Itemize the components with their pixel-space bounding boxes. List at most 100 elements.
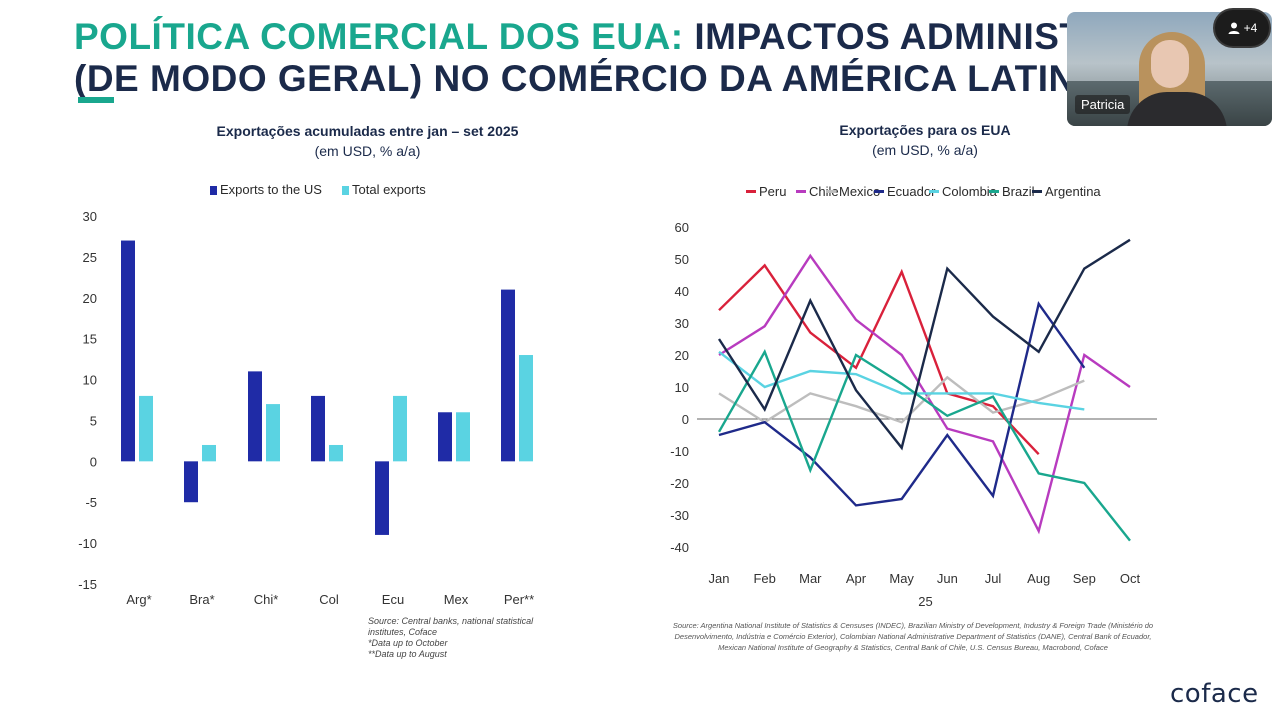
y-tick-label: -15 xyxy=(78,577,97,592)
y-tick-label: 40 xyxy=(675,284,689,299)
legend-item-peru: Peru xyxy=(746,184,786,199)
left-source-line: *Data up to October xyxy=(368,638,448,648)
more-participants-count: +4 xyxy=(1243,21,1258,35)
legend-line-swatch xyxy=(746,190,756,193)
legend-item: Total exports xyxy=(342,182,426,197)
y-tick-label: 0 xyxy=(90,454,97,469)
left-source-line: Source: Central banks, national statisti… xyxy=(368,616,534,626)
legend-item-mexico: Mexico xyxy=(826,184,880,199)
y-tick-label: -20 xyxy=(670,476,689,491)
series-line-colombia xyxy=(718,350,1085,411)
y-tick-label: 15 xyxy=(83,332,97,347)
legend-label: Total exports xyxy=(352,182,426,197)
legend-swatch xyxy=(210,186,217,195)
series-line-argentina xyxy=(717,238,1131,451)
y-tick-label: -5 xyxy=(85,495,97,510)
x-tick-label: Feb xyxy=(753,571,775,586)
participant-name-label: Patricia xyxy=(1075,95,1131,114)
legend-item: Exports to the US xyxy=(210,182,322,197)
legend-item-colombia: Colombia xyxy=(929,184,997,199)
legend-item-chile: Chile xyxy=(796,184,839,199)
legend-label: Exports to the US xyxy=(220,182,322,197)
x-tick-label: Per** xyxy=(504,592,534,607)
right-chart-source: Source: Argentina National Institute of … xyxy=(672,621,1154,652)
bar-us-chi xyxy=(248,371,262,462)
y-tick-label: -40 xyxy=(670,540,689,555)
y-tick-label: -30 xyxy=(670,508,689,523)
title-line2: (DE MODO GERAL) NO COMÉRCIO DA AMÉRICA L… xyxy=(74,58,1074,99)
x-tick-label: Chi* xyxy=(254,592,279,607)
bar-total-bra xyxy=(202,444,216,462)
y-tick-label: -10 xyxy=(78,536,97,551)
participant-video-tile[interactable]: Patricia xyxy=(1067,12,1272,126)
participant-face xyxy=(1151,40,1189,88)
legend-item-ecuador: Ecuador xyxy=(874,184,935,199)
title-underline xyxy=(78,97,114,103)
legend-line-swatch xyxy=(989,190,999,193)
y-tick-label: 50 xyxy=(675,252,689,267)
bar-total-per xyxy=(519,355,533,462)
y-tick-label: 60 xyxy=(675,220,689,235)
legend-label: Colombia xyxy=(942,184,997,199)
bar-us-arg xyxy=(121,240,135,462)
y-tick-label: 5 xyxy=(90,413,97,428)
series-line-brazil xyxy=(717,349,1131,542)
bar-us-ecu xyxy=(375,461,389,535)
y-tick-label: 30 xyxy=(83,209,97,224)
y-tick-label: -10 xyxy=(670,444,689,459)
more-participants-button[interactable]: +4 xyxy=(1213,8,1271,48)
bar-total-chi xyxy=(266,404,280,462)
legend-line-swatch xyxy=(826,190,836,193)
x-tick-label: Col xyxy=(319,592,339,607)
legend-label: Peru xyxy=(759,184,787,199)
x-tick-label: Apr xyxy=(846,571,867,586)
right-chart-title: Exportações para os EUA xyxy=(839,122,1011,138)
x-tick-label: Mex xyxy=(444,592,469,607)
legend-item-brazil: Brazil xyxy=(989,184,1035,199)
left-chart-title: Exportações acumuladas entre jan – set 2… xyxy=(216,123,519,139)
y-tick-label: 30 xyxy=(675,316,689,331)
series-line-ecuador xyxy=(718,300,1086,507)
bar-us-per xyxy=(501,289,515,462)
series-line-chile xyxy=(718,253,1131,535)
left-chart-subtitle: (em USD, % a/a) xyxy=(314,143,421,159)
right-chart-subtitle: (em USD, % a/a) xyxy=(872,142,978,158)
y-tick-label: 10 xyxy=(675,380,689,395)
person-icon xyxy=(1228,22,1240,34)
coface-logo: coface xyxy=(1170,679,1259,709)
left-source-line: institutes, Coface xyxy=(368,627,438,637)
slide-title: POLÍTICA COMERCIAL DOS EUA: IMPACTOS ADM… xyxy=(74,16,1074,100)
legend-line-swatch xyxy=(874,190,884,193)
x-tick-label: Mar xyxy=(799,571,822,586)
legend-label: Chile xyxy=(809,184,839,199)
title-part1: POLÍTICA COMERCIAL DOS EUA: xyxy=(74,16,684,57)
legend-line-swatch xyxy=(796,190,806,193)
x-tick-label: Aug xyxy=(1027,571,1050,586)
bar-total-mex xyxy=(456,412,470,462)
legend-item-argentina: Argentina xyxy=(1032,184,1101,199)
legend-label: Argentina xyxy=(1045,184,1101,199)
left-chart-source: Source: Central banks, national statisti… xyxy=(368,616,568,660)
bar-us-col xyxy=(311,395,325,462)
x-tick-label: Oct xyxy=(1120,571,1141,586)
y-tick-label: 10 xyxy=(83,373,97,388)
legend-label: Mexico xyxy=(839,184,881,199)
legend-line-swatch xyxy=(929,190,939,193)
x-tick-label: Sep xyxy=(1073,571,1096,586)
x-tick-label: Ecu xyxy=(382,592,404,607)
x-tick-label: Jun xyxy=(937,571,958,586)
bar-total-arg xyxy=(139,395,153,462)
bar-us-mex xyxy=(438,412,452,462)
legend-line-swatch xyxy=(1032,190,1042,193)
legend-swatch xyxy=(342,186,349,195)
y-tick-label: 20 xyxy=(675,348,689,363)
x-tick-label: Arg* xyxy=(126,592,151,607)
legend-label: Brazil xyxy=(1002,184,1035,199)
title-part2: IMPACTOS ADMINISTRÁVEIS xyxy=(694,16,1074,57)
series-line-mexico xyxy=(718,375,1085,424)
y-tick-label: 25 xyxy=(83,250,97,265)
bar-total-ecu xyxy=(393,395,407,462)
series-line-peru xyxy=(718,263,1040,456)
